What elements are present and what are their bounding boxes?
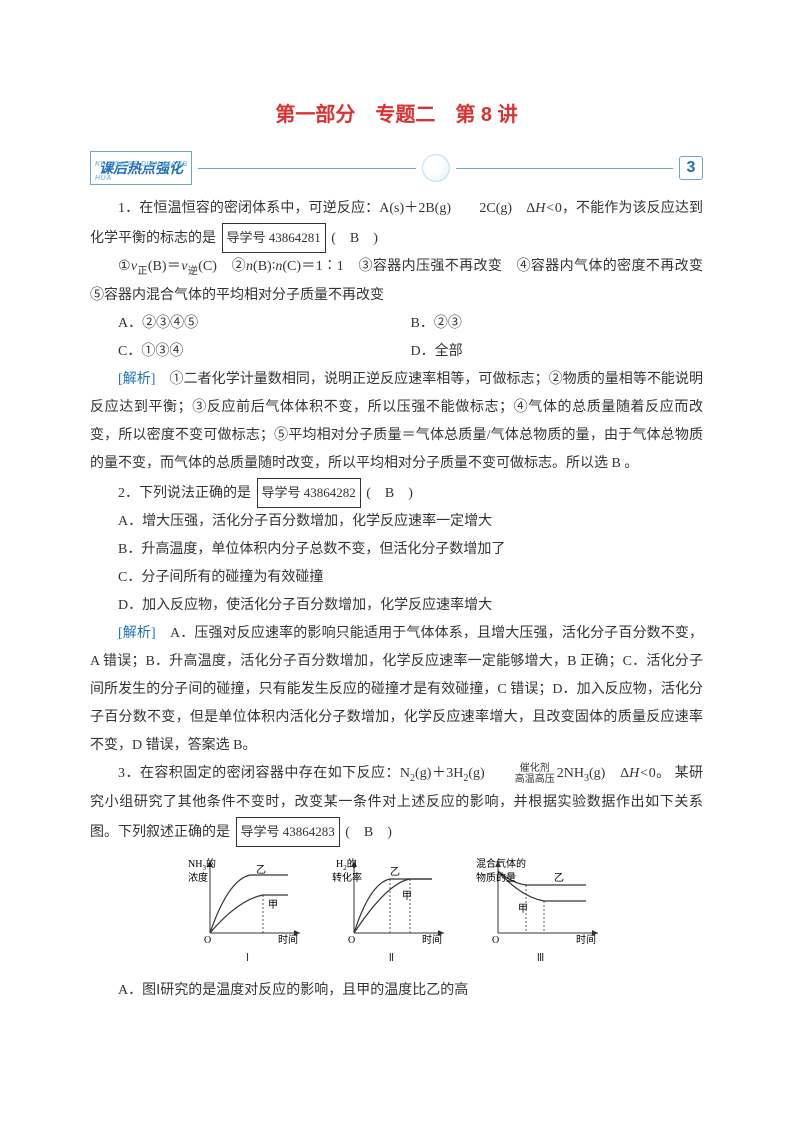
- q1-c-3: (C) ②: [198, 259, 246, 274]
- svg-text:甲: 甲: [268, 900, 278, 911]
- svg-text:时间: 时间: [422, 933, 442, 945]
- q1-n1: n: [246, 259, 253, 274]
- cond-top: 催化剂: [487, 763, 555, 774]
- q1-opt-a: A．②③④⑤: [118, 310, 411, 338]
- q1-conditions: ①v正(B)＝v逆(C) ②n(B)∶n(C)＝1∶1 ③容器内压强不再改变 ④…: [90, 253, 703, 310]
- header-decor-icon: [422, 154, 450, 182]
- page-number-box: 3: [679, 156, 703, 180]
- q1-answer: ( B ): [331, 231, 378, 246]
- cond-bot: 高温高压: [487, 774, 555, 785]
- q2-analysis: [解析] A．压强对反应速率的影响只能适用于气体体系，且增大压强，活化分子百分数…: [90, 620, 703, 760]
- chart-1: 乙 甲 O 时间 NH3的 浓度 Ⅰ: [188, 855, 308, 969]
- q2-opt-c: C．分子间所有的碰撞为有效碰撞: [90, 564, 703, 592]
- q3-c: (g): [468, 766, 484, 781]
- header-box: 课后热点强化 KE HOU RE DIAN QIANG HUA: [90, 151, 192, 185]
- q1-options-row2: C．①③④ D．全部: [118, 338, 703, 366]
- q1-analysis: [解析] ①二者化学计量数相同，说明正逆反应速率相等，可做标志；②物质的量相等不…: [90, 366, 703, 478]
- page-title: 第一部分 专题二 第 8 讲: [90, 95, 703, 135]
- chart-2: 乙 甲 O 时间 H2的 转化率 Ⅱ: [332, 855, 452, 969]
- q2-opt-a: A．增大压强，活化分子百分数增加，化学反应速率一定增大: [90, 508, 703, 536]
- svg-text:时间: 时间: [278, 933, 298, 945]
- svg-text:转化率: 转化率: [332, 871, 362, 884]
- q1-c-1: ①: [118, 259, 131, 274]
- q3-opt-a: A．图Ⅰ研究的是温度对反应的影响，且甲的温度比乙的高: [90, 977, 703, 1005]
- q1-options-row1: A．②③④⑤ B．②③: [118, 310, 703, 338]
- svg-text:甲: 甲: [518, 904, 528, 915]
- guide-box-2: 导学号 43864282: [257, 478, 361, 508]
- header-line-right: [456, 168, 674, 169]
- q1-c-4: (B)∶: [253, 259, 275, 274]
- q3-answer: ( B ): [345, 825, 392, 840]
- q2-intro: 2．下列说法正确的是 导学号 43864282 ( B ): [90, 478, 703, 508]
- header-bar: 课后热点强化 KE HOU RE DIAN QIANG HUA 3: [90, 153, 703, 183]
- q3-intro: 3．在容积固定的密闭容器中存在如下反应：N2(g)＋3H2(g)催化剂高温高压2…: [90, 760, 703, 847]
- svg-text:乙: 乙: [390, 866, 400, 878]
- q1-sub1: 正: [137, 266, 148, 277]
- svg-text:物质的量: 物质的量: [476, 871, 516, 884]
- q1-opt-c: C．①③④: [118, 338, 411, 366]
- svg-text:O: O: [492, 935, 499, 945]
- q1-opt-d: D．全部: [411, 338, 704, 366]
- q1-c-2: (B)＝: [148, 259, 181, 274]
- svg-text:O: O: [348, 935, 355, 945]
- q2-analysis-label: [解析]: [118, 626, 156, 641]
- guide-box-1: 导学号 43864281: [222, 223, 326, 253]
- svg-text:乙: 乙: [256, 864, 266, 876]
- q1-sub2: 逆: [188, 266, 199, 277]
- q3-b: (g)＋3H: [415, 766, 463, 781]
- svg-text:混合气体的: 混合气体的: [476, 857, 526, 870]
- q3-a: 3．在容积固定的密闭容器中存在如下反应：N: [118, 766, 410, 781]
- chart-1-roman: Ⅰ: [246, 947, 249, 969]
- reaction-condition: 催化剂高温高压: [487, 763, 555, 785]
- q2-opt-b: B．升高温度，单位体积内分子总数不变，但活化分子数增加了: [90, 536, 703, 564]
- header-box-sub: KE HOU RE DIAN QIANG HUA: [95, 158, 191, 186]
- svg-text:乙: 乙: [554, 872, 564, 884]
- chart-3-roman: Ⅲ: [537, 947, 545, 969]
- chart-2-svg: 乙 甲 O 时间 H2的 转化率: [332, 855, 452, 945]
- q3-d: 2NH: [557, 766, 584, 781]
- charts-row: 乙 甲 O 时间 NH3的 浓度 Ⅰ 乙 甲: [90, 855, 703, 969]
- q2-intro-text: 2．下列说法正确的是: [118, 486, 251, 501]
- guide-box-3: 导学号 43864283: [236, 817, 340, 847]
- q2-analysis-text: A．压强对反应速率的影响只能适用于气体体系，且增大压强，活化分子百分数不变，A …: [90, 626, 703, 753]
- chart-1-svg: 乙 甲 O 时间 NH3的 浓度: [188, 855, 308, 945]
- q1-opt-b: B．②③: [411, 310, 704, 338]
- content: 1．在恒温恒容的密闭体系中，可逆反应：A(s)＋2B(g) 2C(g) ΔH<0…: [90, 195, 703, 1005]
- q1-dh: H<: [535, 201, 555, 216]
- q1-intro-a: 1．在恒温恒容的密闭体系中，可逆反应：A(s)＋2B(g) 2C(g) Δ: [118, 201, 535, 216]
- q1-analysis-label: [解析]: [118, 372, 155, 387]
- q1-analysis-text: ①二者化学计量数相同，说明正逆反应速率相等，可做标志；②物质的量相等不能说明反应…: [90, 372, 703, 471]
- q2-answer: ( B ): [366, 486, 413, 501]
- chart-3-svg: 乙 甲 O 时间 混合气体的 物质的量: [476, 855, 606, 945]
- q3-dh: H<: [629, 766, 649, 781]
- svg-text:NH3的: NH3的: [188, 857, 216, 872]
- q2-opt-d: D．加入反应物，使活化分子百分数增加，化学反应速率增大: [90, 592, 703, 620]
- svg-text:H2的: H2的: [336, 857, 357, 872]
- header-line-left: [198, 168, 416, 169]
- svg-text:时间: 时间: [576, 933, 596, 945]
- svg-text:浓度: 浓度: [188, 871, 208, 884]
- chart-3: 乙 甲 O 时间 混合气体的 物质的量 Ⅲ: [476, 855, 606, 969]
- chart-2-roman: Ⅱ: [389, 947, 394, 969]
- svg-text:O: O: [204, 935, 211, 945]
- q1-intro: 1．在恒温恒容的密闭体系中，可逆反应：A(s)＋2B(g) 2C(g) ΔH<0…: [90, 195, 703, 253]
- q3-e: (g) Δ: [589, 766, 629, 781]
- svg-text:甲: 甲: [402, 891, 412, 902]
